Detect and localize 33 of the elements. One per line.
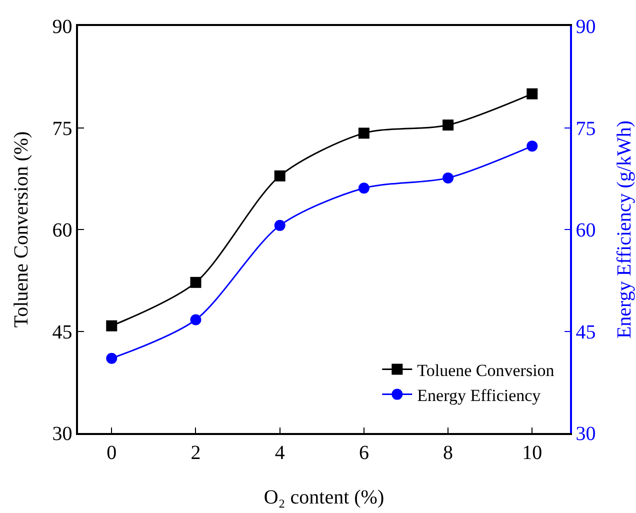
x-tick-label: 6 <box>358 442 369 464</box>
y2-tick-label: 90 <box>576 16 596 38</box>
x-tick-label: 8 <box>443 442 454 464</box>
point <box>442 172 454 184</box>
point <box>526 88 538 100</box>
point <box>358 128 370 139</box>
point <box>190 276 202 288</box>
y-tick-label: 30 <box>52 423 72 445</box>
y-axis-title: Toluene Conversion (%) <box>10 131 32 328</box>
point <box>442 120 454 131</box>
point <box>274 170 286 182</box>
point <box>190 314 202 326</box>
y2-tick-label: 60 <box>576 220 596 242</box>
point <box>274 220 286 231</box>
point <box>526 140 538 152</box>
y2-tick-label: 45 <box>576 321 596 344</box>
y-tick-label: 90 <box>52 16 72 38</box>
point <box>358 182 370 194</box>
x-axis-title: O₂ content (%) <box>264 486 384 508</box>
y2-tick-label: 30 <box>576 423 596 445</box>
x-tick-label: 2 <box>190 442 201 464</box>
y-tick-label: 45 <box>52 321 72 344</box>
point <box>106 352 118 364</box>
y2-tick-label: 75 <box>576 118 596 140</box>
legend-label: Toluene Conversion <box>417 360 555 380</box>
x-tick-label: 10 <box>522 442 542 464</box>
x-tick-label: 0 <box>106 442 117 464</box>
legend-label: Energy Efficiency <box>417 386 542 405</box>
y2-axis-title: Energy Efficiency (g/kWh) <box>614 120 636 339</box>
y-tick-label: 60 <box>52 220 72 242</box>
point <box>106 320 118 332</box>
y-tick-label: 75 <box>52 118 72 140</box>
x-tick-label: 4 <box>274 442 285 464</box>
